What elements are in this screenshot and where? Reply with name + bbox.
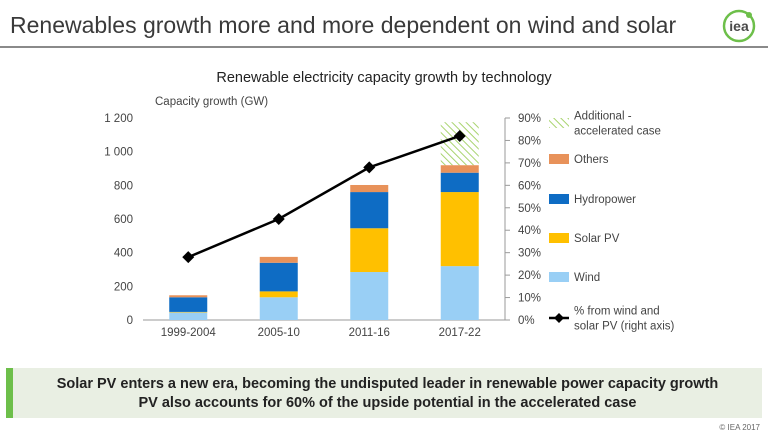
y-tick-label: 800 (114, 180, 133, 192)
line-point-2005-10 (272, 213, 285, 225)
y2-tick-label: 50% (518, 203, 541, 215)
legend-label: solar PV (right axis) (574, 321, 675, 333)
line-point-1999-2004 (182, 251, 195, 264)
y2-tick-label: 30% (518, 248, 541, 260)
y-tick-label: 1 200 (104, 113, 133, 125)
bar-others-1999-2004 (169, 295, 208, 298)
legend-label: Hydropower (574, 194, 636, 206)
y2-tick-label: 70% (518, 158, 541, 170)
y-tick-label: 400 (114, 248, 133, 260)
line-point-2017-22 (453, 129, 466, 142)
capacity-growth-chart: Renewable electricity capacity growth by… (104, 70, 675, 339)
line-wind-solar-share (187, 134, 461, 259)
legend-swatch-additional-accelerated-case (549, 118, 569, 128)
x-tick-label: 2005-10 (258, 327, 300, 339)
x-tick-label: 1999-2004 (161, 327, 217, 339)
legend-swatch-wind (549, 272, 569, 282)
y2-tick-label: 20% (518, 270, 541, 282)
legend-line-marker (554, 313, 564, 323)
bar-additional-accelerated-case-2017-22 (440, 122, 479, 166)
bar-hydropower-2005-10 (259, 262, 298, 292)
bar-hydropower-2011-16 (350, 192, 389, 229)
bar-wind-1999-2004 (169, 312, 208, 320)
iea-logo: iea (722, 9, 756, 43)
legend-label: accelerated case (574, 126, 661, 138)
bar-others-2005-10 (259, 256, 298, 263)
bar-solar-pv-2017-22 (440, 192, 479, 267)
bar-solar-pv-2005-10 (259, 291, 298, 298)
svg-text:iea: iea (729, 18, 749, 34)
y-tick-label: 200 (114, 281, 133, 293)
y-axis-label: Capacity growth (GW) (155, 96, 268, 108)
x-tick-label: 2017-22 (439, 327, 481, 339)
y2-tick-label: 90% (518, 113, 541, 125)
line-point-2011-16 (363, 161, 376, 174)
bar-wind-2011-16 (350, 272, 389, 320)
y2-tick-label: 60% (518, 180, 541, 192)
bar-wind-2017-22 (440, 266, 479, 320)
y2-tick-label: 80% (518, 135, 541, 147)
y2-tick-label: 0% (518, 315, 535, 327)
bar-hydropower-1999-2004 (169, 297, 208, 312)
legend-swatch-hydropower (549, 194, 569, 204)
y-tick-label: 1 000 (104, 147, 133, 159)
legend-label: % from wind and (574, 306, 660, 318)
y2-tick-label: 10% (518, 293, 541, 305)
legend-swatch-others (549, 154, 569, 164)
chart-title: Renewable electricity capacity growth by… (216, 70, 552, 86)
callout-accent-bar (6, 368, 13, 418)
bar-hydropower-2017-22 (440, 172, 479, 193)
bar-others-2017-22 (440, 165, 479, 173)
x-tick-label: 2011-16 (349, 327, 390, 339)
legend-swatch-solar-pv (549, 233, 569, 243)
bar-wind-2005-10 (259, 297, 298, 320)
bar-others-2011-16 (350, 184, 389, 193)
legend-label: Wind (574, 272, 600, 284)
bar-solar-pv-1999-2004 (169, 311, 208, 313)
callout-line-1: Solar PV enters a new era, becoming the … (56, 376, 719, 392)
title-divider (0, 46, 768, 48)
callout-line-2: PV also accounts for 60% of the upside p… (138, 395, 637, 411)
legend-label: Additional - (574, 111, 632, 123)
callout-box: Solar PV enters a new era, becoming the … (6, 368, 762, 418)
copyright-text: © IEA 2017 (719, 423, 760, 432)
slide-title: Renewables growth more and more dependen… (10, 12, 677, 38)
bar-solar-pv-2011-16 (350, 228, 389, 273)
y2-tick-label: 40% (518, 225, 541, 237)
y-tick-label: 600 (114, 214, 133, 226)
y-tick-label: 0 (127, 315, 133, 327)
legend-label: Others (574, 154, 609, 166)
legend-label: Solar PV (574, 233, 620, 245)
